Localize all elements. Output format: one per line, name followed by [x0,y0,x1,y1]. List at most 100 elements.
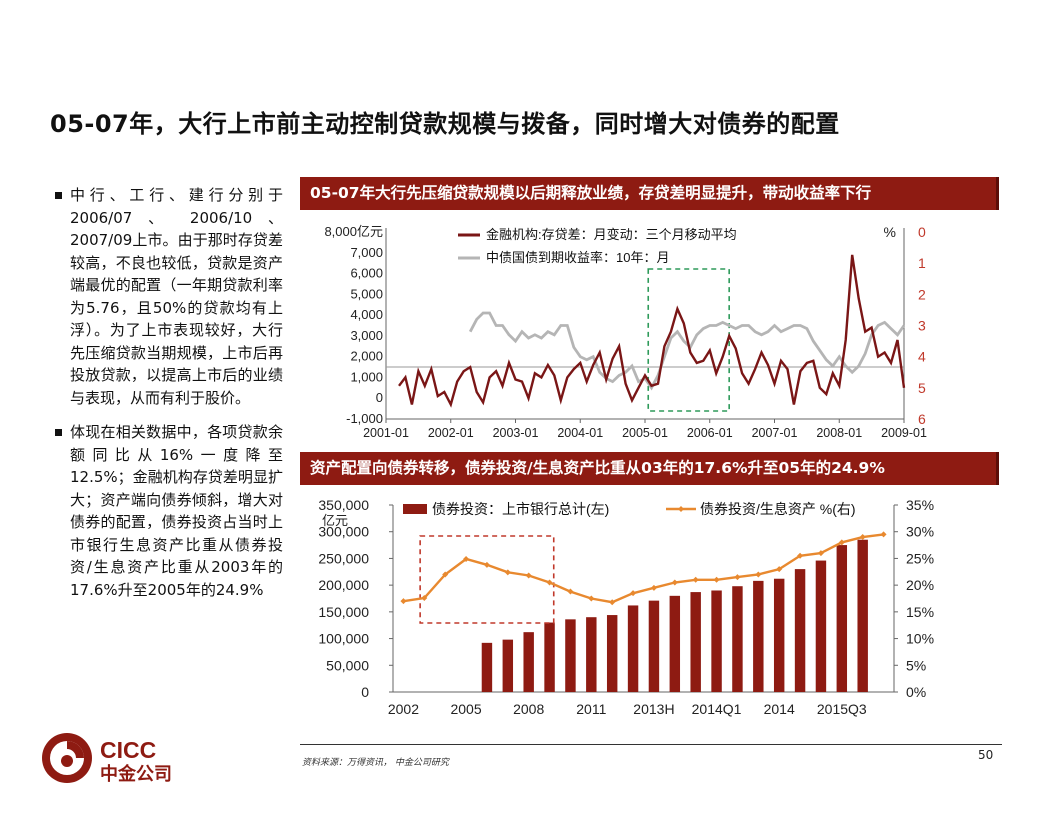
bullet-text: 体现在相关数据中，各项贷款余额同比从16%一度降至12.5%；金融机构存贷差明显… [70,423,283,599]
yield-spread-chart: 8,000亿元 7,000 6,000 5,000 4,000 3,000 2,000 1,0… [324,224,927,440]
bar-bond-investment [794,569,806,692]
left-tick-label: 0 [376,390,383,405]
page-number: 50 [978,748,994,762]
bar-bond-investment [690,592,701,692]
x-tick-label: 2008 [513,701,544,717]
series-line-bond-yield [468,311,906,391]
right-tick-label: 35% [906,497,934,513]
cicc-logo-icon: CICC 中金公司 [42,733,172,784]
bond-allocation-chart: 350,000 300,000 250,000 200,000 150,000 100,0… [318,497,934,717]
x-tick-label: 2006-01 [687,426,733,440]
series-line-bond-ratio [403,533,884,604]
x-tick-label: 2002 [388,701,419,717]
x-tick-label: 2003-01 [493,426,539,440]
left-tick-label: 5,000 [350,286,383,301]
point-bond-ratio [776,566,783,573]
x-tick-label: 2002-01 [428,426,474,440]
bar-bond-investment [648,600,660,692]
bullet-square-icon [55,192,62,199]
right-tick-label: 6 [918,411,926,427]
point-bond-ratio [525,572,532,579]
left-tick-label: 350,000 [318,497,369,513]
point-bond-ratio [546,579,553,586]
bar-bond-investment [565,619,576,692]
right-tick-label: 25% [906,550,934,566]
point-bond-ratio [734,574,741,581]
bullet-square-icon [55,429,62,436]
footer-divider [300,744,1002,745]
legend-label: 债券投资/生息资产 %(右) [700,501,856,517]
left-tick-label: 0 [361,684,369,700]
bar-bond-investment [857,539,868,692]
chart1-header: 05-07年大行先压缩贷款规模以后期释放业绩，存贷差明显提升，带动收益率下行 [300,177,999,210]
point-bond-ratio [755,571,762,578]
bar-bond-investment [481,642,493,692]
bar-bond-investment [711,590,722,692]
x-tick-label: 2005-01 [622,426,668,440]
bullet-list: 中行、工行、建行分别于2006/07 、 2006/10 、2007/09上市。… [55,184,283,613]
bar-bond-investment [544,622,555,692]
x-tick-label: 2014 [764,701,795,717]
point-bond-ratio [817,550,824,557]
x-tick-label: 2014Q1 [692,701,742,717]
right-unit-label: % [884,224,896,240]
right-tick-label: 5 [918,380,926,396]
x-tick-label: 2004-01 [557,426,603,440]
bar-bond-investment [627,605,639,692]
source-note: 资料来源：万得资讯， 中金公司研究 [302,758,449,768]
point-bond-ratio [838,539,845,546]
left-tick-label: 300,000 [318,524,369,540]
right-tick-label: 1 [918,255,926,271]
series-line-deposit-loan-gap [398,254,906,408]
right-tick-label: 2 [918,286,926,302]
right-tick-label: 5% [906,657,926,673]
left-tick-label: 6,000 [350,266,383,281]
bullet-item: 体现在相关数据中，各项贷款余额同比从16%一度降至12.5%；金融机构存贷差明显… [55,421,283,601]
left-tick-label: 8,000亿元 [324,224,383,239]
left-tick-label: 50,000 [326,657,369,673]
bar-bond-investment [502,639,514,692]
highlight-box [647,268,730,412]
point-bond-ratio [609,599,616,606]
left-tick-label: 200,000 [318,577,369,593]
right-tick-label: 10% [906,631,934,647]
right-tick-label: 4 [918,349,926,365]
bar-bond-investment [669,595,681,692]
x-tick-label: 2009-01 [881,426,927,440]
bar-bond-investment [606,615,618,692]
point-bond-ratio [630,590,637,597]
bullet-text: 中行、工行、建行分别于2006/07 、 2006/10 、2007/09上市。… [70,186,283,407]
point-bond-ratio [797,552,804,559]
page-title: 05-07年，大行上市前主动控制贷款规模与拨备，同时增大对债券的配置 [50,110,840,138]
point-bond-ratio [483,561,490,568]
point-bond-ratio [650,584,657,591]
right-tick-label: 30% [906,524,934,540]
left-unit-label: 亿元 [322,513,348,528]
left-tick-label: -1,000 [346,411,383,426]
chart2-header: 资产配置向债券转移，债券投资/生息资产比重从03年的17.6%升至05年的24.… [300,452,999,485]
right-tick-label: 0 [918,224,926,240]
bar-bond-investment [732,586,743,692]
bar-bond-investment [523,632,534,692]
bar-bond-investment [586,617,597,692]
legend-swatch [403,504,427,514]
x-tick-label: 2013H [633,701,674,717]
point-bond-ratio [463,555,470,562]
bar-bond-investment [753,580,764,692]
logo-en: CICC [100,737,156,763]
left-tick-label: 2,000 [350,349,383,364]
x-tick-label: 2007-01 [752,426,798,440]
bullet-item: 中行、工行、建行分别于2006/07 、 2006/10 、2007/09上市。… [55,184,283,409]
logo-cn: 中金公司 [100,763,172,784]
point-bond-ratio [859,534,866,541]
point-bond-ratio [400,598,407,605]
x-tick-label: 2001-01 [363,426,409,440]
point-bond-ratio [713,576,720,583]
right-tick-label: 0% [906,684,926,700]
point-bond-ratio [880,531,887,538]
point-bond-ratio [442,571,449,578]
left-tick-label: 7,000 [350,245,383,260]
point-bond-ratio [588,595,595,602]
left-tick-label: 3,000 [350,328,383,343]
bar-bond-investment [773,578,785,692]
